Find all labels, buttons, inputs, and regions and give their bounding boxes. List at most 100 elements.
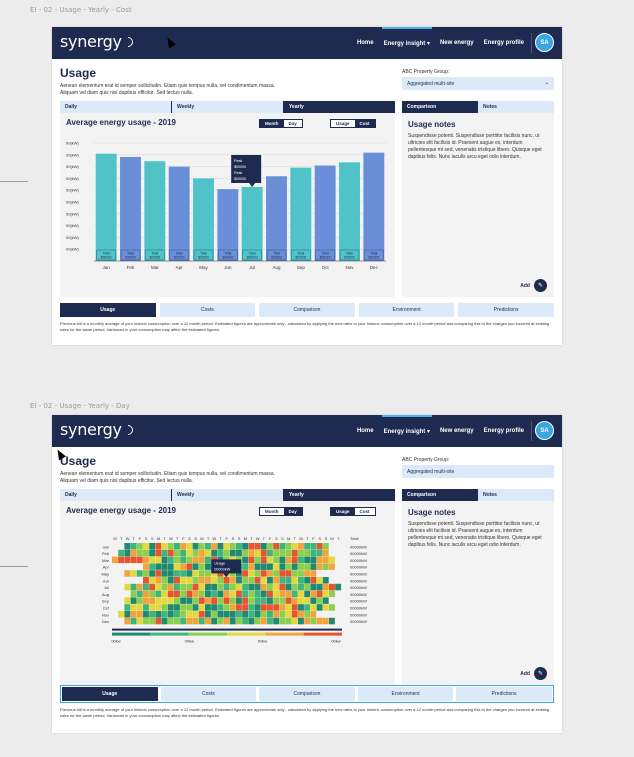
synergy-logo[interactable]: synergy [60,420,135,439]
toggle-usage[interactable]: Usage [331,508,355,515]
tab-usage[interactable]: Usage [62,687,158,701]
heat-cell [223,577,230,584]
property-select[interactable]: Aggregated multi-site [402,465,554,478]
toggle-day[interactable]: Day [283,508,302,515]
heat-cell [136,570,143,577]
heat-cell [161,577,168,584]
heat-cell [130,583,137,591]
heat-cell [198,583,205,591]
heat-cell [254,597,261,604]
day-column-label: M [330,536,333,541]
toggle-day[interactable]: Day [283,120,302,127]
tab-predictions[interactable]: Predictions [458,303,554,317]
tab-costs[interactable]: Costs [159,303,256,317]
side-panel: Comparison Notes Usage notes Suspendisse… [402,489,554,685]
toggle-usage[interactable]: Usage [331,120,355,127]
heat-cell [112,556,118,564]
heat-cell [310,604,317,611]
avatar[interactable]: SA [535,33,554,52]
heat-cell [192,611,199,618]
logo-arc-icon [120,422,135,438]
tab-notes[interactable]: Notes [478,489,554,501]
nav-energy-profile[interactable]: Energy profile [483,428,524,434]
bar-label-box [169,249,189,261]
legend-top-bar [112,628,342,631]
heat-cell [254,556,261,564]
nav-new-energy[interactable]: New energy [439,428,474,434]
heat-cell [205,611,211,618]
bar-oct [314,165,336,261]
toggle-cost[interactable]: Cost [354,120,375,127]
day-column-label: M [200,536,203,541]
nav-energy-profile[interactable]: Energy profile [483,40,524,46]
heat-cell [180,597,187,604]
heat-cell [273,597,280,604]
heat-cell [186,570,193,577]
tab-yearly[interactable]: Yearly [284,489,395,501]
tab-daily[interactable]: Daily [60,489,172,501]
tab-yearly[interactable]: Yearly [284,101,395,113]
heat-cell [279,604,286,611]
toggle-month[interactable]: Month [260,508,284,515]
tooltip-text: $00000 [234,165,246,169]
add-note-button[interactable]: ✎ [534,279,547,292]
heat-cell [174,611,180,618]
heat-cell [267,604,273,611]
bar-mar [144,161,166,261]
heat-cell [155,590,162,598]
add-note-button[interactable]: ✎ [534,667,547,680]
tab-daily[interactable]: Daily [60,101,172,113]
tab-costs[interactable]: Costs [160,687,257,701]
nav-energy-insight[interactable]: Energy insight ▾ [381,415,433,447]
heat-cell [155,597,162,604]
tab-comparison-bottom[interactable]: Comparison [259,303,355,317]
tab-weekly[interactable]: Weekly [172,489,284,501]
toggle-month[interactable]: Month [260,120,284,127]
tab-notes[interactable]: Notes [478,101,554,113]
heat-cell [155,577,162,584]
logo-text: synergy [60,32,122,51]
nav-home[interactable]: Home [356,428,374,434]
heat-cell [186,590,193,598]
heat-cell [143,570,149,577]
synergy-logo[interactable]: synergy [60,32,135,51]
tab-weekly[interactable]: Weekly [172,101,284,113]
heat-cell [273,604,280,611]
property-select[interactable]: Aggregated multi-site ⌄ [402,77,554,90]
heat-cell [143,617,149,625]
heat-cell [192,577,199,584]
bar-jan [95,153,117,261]
nav-menu: Home Energy insight ▾ New energy Energy … [357,415,524,447]
pencil-icon: ✎ [537,283,544,289]
nav-energy-insight[interactable]: Energy insight ▾ [381,27,433,59]
heat-cell [316,590,323,598]
heat-cell [167,597,174,604]
heat-cell [279,577,286,584]
heat-cell [118,549,125,557]
heat-cell [124,611,131,618]
toggle-cost[interactable]: Cost [354,508,375,515]
tab-predictions[interactable]: Predictions [456,687,552,701]
notes-body: Suspendisse potenti. Suspendisse porttit… [408,133,542,160]
heat-cell [236,549,242,557]
avatar[interactable]: SA [535,421,554,440]
heat-cell [161,617,168,625]
heat-cell [186,583,193,591]
heat-cell [198,611,205,618]
heat-cell [174,543,180,550]
heat-cell [285,583,292,591]
heat-cell [285,570,292,577]
heat-cell [229,583,236,591]
tab-comparison-bottom[interactable]: Comparison [259,687,355,701]
nav-new-energy[interactable]: New energy [439,40,474,46]
nav-home[interactable]: Home [356,40,374,46]
heat-cell [322,543,329,550]
heat-cell [124,597,131,604]
tab-comparison[interactable]: Comparison [402,489,478,501]
heat-cell [161,583,168,591]
tab-environment[interactable]: Environment [357,687,454,701]
tab-usage[interactable]: Usage [60,303,156,317]
tab-comparison[interactable]: Comparison [402,101,478,113]
heat-cell [130,556,137,564]
tab-environment[interactable]: Environment [358,303,455,317]
